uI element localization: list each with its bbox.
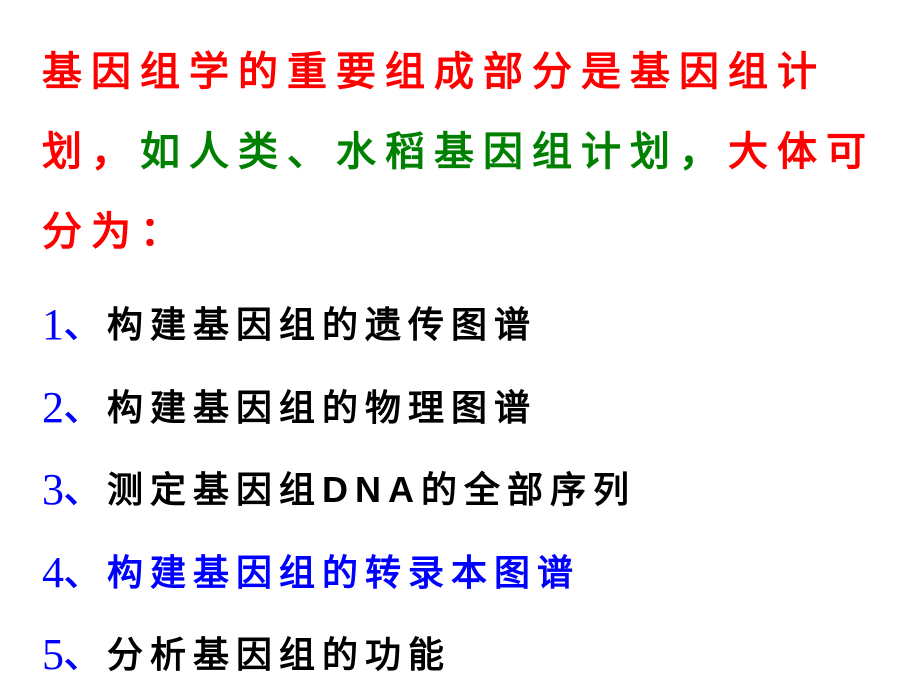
list-item: 5、分析基因组的功能: [42, 630, 878, 681]
list-item: 1、构建基因组的遗传图谱: [42, 300, 878, 351]
list-item-text: 构建基因组的转录本图谱: [107, 552, 580, 593]
intro-part-2: 如人类、水稻基因组计划，: [140, 130, 728, 174]
list-item-text: 测定基因组DNA的全部序列: [107, 469, 636, 510]
intro-paragraph: 基因组学的重要组成部分是基因组计划，如人类、水稻基因组计划，大体可分为：: [42, 32, 878, 272]
list-item-separator: 、: [64, 634, 107, 675]
list-item-number: 4: [42, 548, 64, 597]
list-item-text: 构建基因组的物理图谱: [107, 387, 537, 428]
list-item: 3、测定基因组DNA的全部序列: [42, 465, 878, 516]
list-item-text: 分析基因组的功能: [107, 634, 451, 675]
list-item-text: 构建基因组的遗传图谱: [107, 304, 537, 345]
list-item-separator: 、: [64, 552, 107, 593]
slide: 基因组学的重要组成部分是基因组计划，如人类、水稻基因组计划，大体可分为： 1、构…: [0, 0, 920, 690]
list-item: 4、构建基因组的转录本图谱: [42, 548, 878, 599]
list-item-number: 3: [42, 465, 64, 514]
list-item-number: 5: [42, 630, 64, 679]
list-item-number: 1: [42, 300, 64, 349]
list-item: 2、构建基因组的物理图谱: [42, 383, 878, 434]
list-item-number: 2: [42, 383, 64, 432]
list-item-separator: 、: [64, 469, 107, 510]
list-item-separator: 、: [64, 387, 107, 428]
list: 1、构建基因组的遗传图谱 2、构建基因组的物理图谱 3、测定基因组DNA的全部序…: [42, 300, 878, 681]
list-item-separator: 、: [64, 304, 107, 345]
